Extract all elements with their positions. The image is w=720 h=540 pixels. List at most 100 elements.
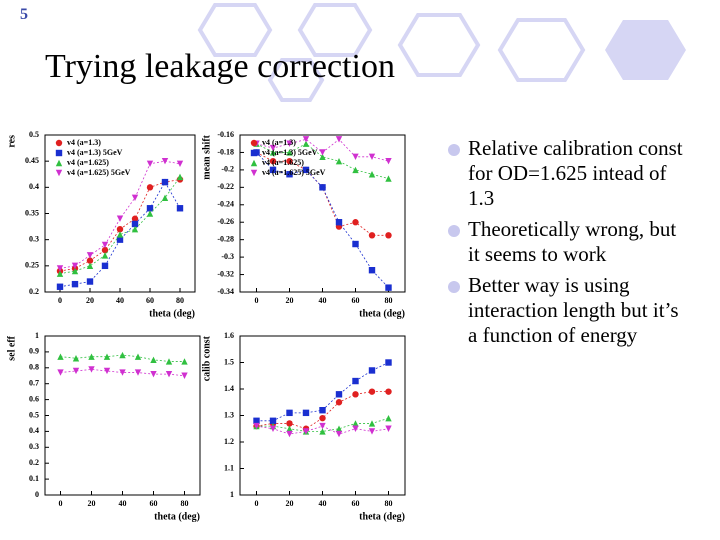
marker [335, 391, 343, 398]
legend-label: v4 (a=1.3) 5GeV [262, 148, 318, 157]
bullet-list: Relative calibration const for OD=1.625 … [448, 136, 688, 354]
marker [302, 409, 310, 417]
y-tick-label: 1.1 [224, 463, 234, 472]
x-tick-label: 60 [146, 296, 154, 305]
y-tick-label: -0.3 [221, 252, 234, 261]
marker [72, 355, 80, 362]
marker [119, 369, 126, 376]
y-tick-label: 1 [35, 331, 39, 340]
marker [368, 171, 376, 178]
marker [55, 149, 63, 157]
slide-number: 5 [20, 6, 28, 23]
x-tick-label: 60 [150, 499, 158, 508]
x-tick-label: 80 [385, 296, 393, 305]
marker [103, 353, 111, 360]
marker [101, 262, 109, 270]
marker [146, 160, 154, 167]
marker [86, 252, 94, 259]
marker [269, 166, 277, 174]
bullet: Better way is using interaction length b… [448, 273, 688, 348]
y-tick-label: 0.7 [29, 379, 39, 388]
marker [55, 169, 63, 177]
marker [368, 388, 376, 395]
y-tick-label: 0.6 [29, 394, 39, 403]
series-line [60, 354, 185, 362]
y-tick-label: 0.3 [29, 442, 39, 451]
marker [385, 157, 392, 165]
y-axis-label: calib const [201, 335, 212, 381]
marker [57, 353, 64, 360]
marker [335, 219, 343, 226]
marker [56, 265, 64, 272]
marker [86, 257, 94, 264]
marker [150, 370, 157, 378]
y-tick-label: -0.18 [217, 147, 234, 156]
marker [146, 184, 154, 191]
marker [71, 267, 79, 275]
y-tick-label: 0.4 [29, 426, 39, 435]
y-tick-label: 1.5 [224, 357, 234, 366]
marker [176, 205, 184, 212]
x-tick-label: 80 [176, 296, 184, 305]
marker [286, 157, 293, 165]
marker [55, 139, 63, 147]
marker [385, 284, 392, 291]
marker [368, 153, 376, 161]
x-tick-label: 40 [119, 499, 127, 508]
marker [286, 430, 293, 438]
x-tick-label: 80 [385, 499, 393, 508]
marker [88, 366, 95, 373]
legend-label: v4 (a=1.625) [67, 158, 109, 167]
y-tick-label: 1.6 [224, 331, 234, 340]
marker [161, 194, 169, 201]
series-line [256, 152, 389, 288]
x-tick-label: 40 [116, 296, 124, 305]
y-tick-label: 0.2 [29, 287, 39, 296]
legend-label: v4 (a=1.3) [67, 138, 101, 147]
y-tick-label: 0.8 [29, 363, 39, 372]
marker [56, 283, 64, 290]
y-tick-label: 0 [35, 490, 39, 499]
marker [119, 351, 126, 359]
bullet: Relative calibration const for OD=1.625 … [448, 136, 688, 211]
marker [150, 356, 157, 364]
marker [55, 159, 63, 167]
marker [253, 422, 260, 430]
x-tick-label: 20 [286, 296, 294, 305]
marker [131, 226, 139, 233]
marker [319, 414, 326, 422]
marker [86, 278, 94, 285]
marker [319, 184, 326, 191]
y-tick-label: 0.9 [29, 347, 39, 356]
x-tick-label: 40 [319, 499, 327, 508]
marker [269, 149, 277, 156]
marker [165, 358, 173, 365]
slide-title: Trying leakage correction [45, 48, 395, 85]
marker [335, 430, 343, 438]
marker [368, 420, 376, 427]
marker [134, 369, 142, 376]
x-axis-label: theta (deg) [149, 308, 195, 319]
x-tick-label: 20 [86, 296, 94, 305]
marker [352, 153, 359, 161]
marker [250, 149, 258, 157]
legend-label: v4 (a=1.625) [262, 158, 304, 167]
marker [116, 236, 124, 243]
marker [161, 157, 169, 165]
x-tick-label: 40 [319, 296, 327, 305]
marker [253, 417, 260, 424]
y-tick-label: -0.28 [217, 234, 234, 243]
marker [319, 428, 326, 435]
x-tick-label: 0 [255, 296, 259, 305]
marker [302, 166, 310, 174]
marker [302, 136, 310, 143]
series-line [59, 160, 181, 269]
marker [352, 420, 359, 427]
y-axis-label: res [6, 135, 17, 148]
marker [176, 173, 184, 181]
series-line [59, 176, 181, 275]
x-tick-label: 20 [88, 499, 96, 508]
y-tick-label: -0.16 [217, 130, 234, 139]
y-tick-label: 1 [230, 490, 234, 499]
